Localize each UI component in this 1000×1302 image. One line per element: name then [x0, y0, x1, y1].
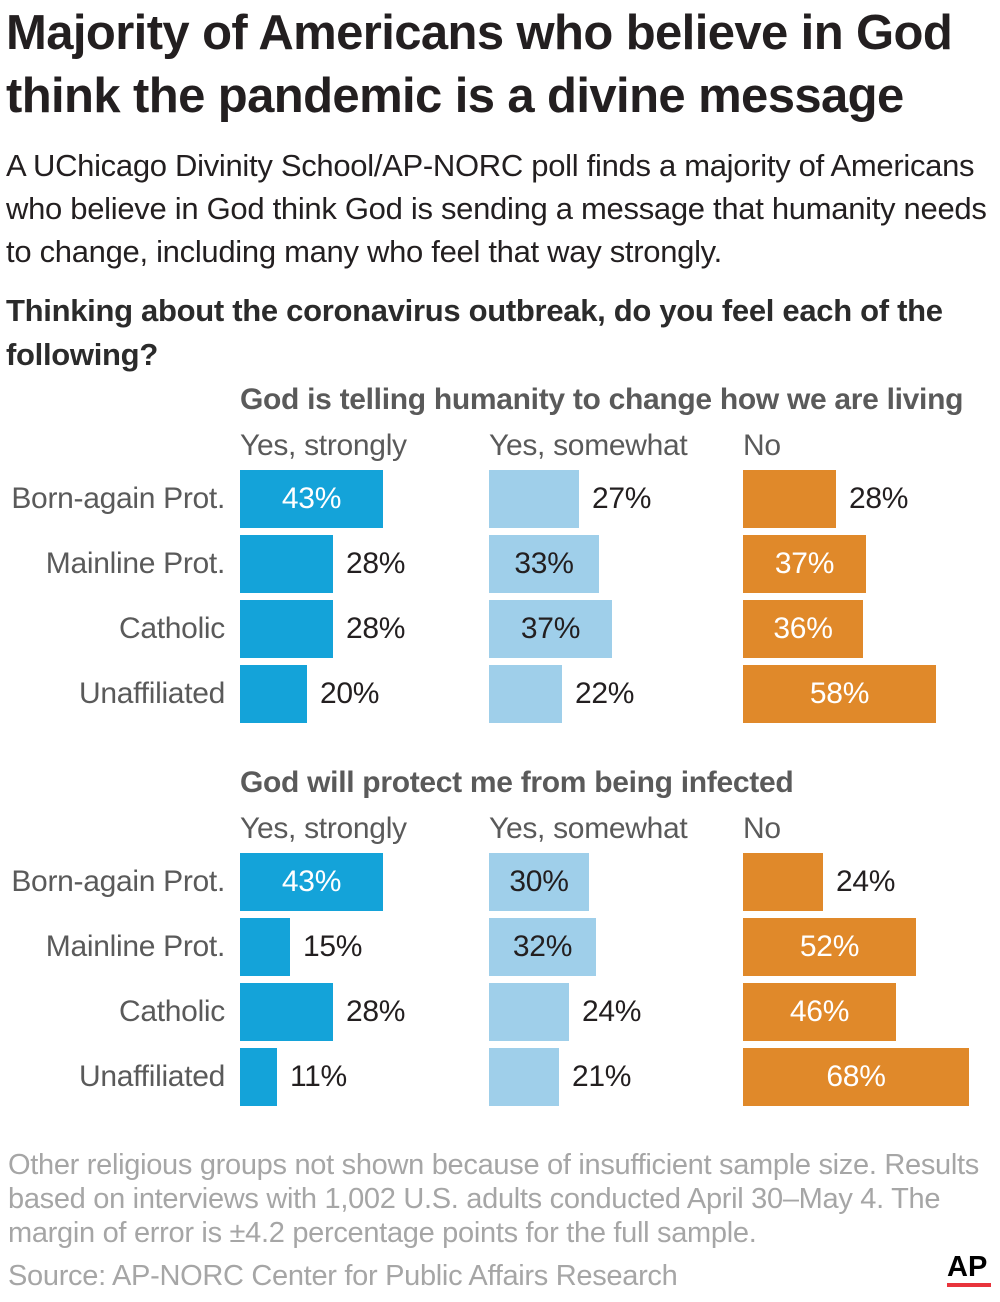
- data-label-no-catholic: 36%: [773, 612, 833, 645]
- data-label-yes-strongly-catholic: 28%: [346, 995, 406, 1028]
- bar-yes-strongly-unaffiliated: [240, 1048, 277, 1106]
- chart-title: Majority of Americans who believe in God…: [6, 6, 953, 123]
- data-label-yes-somewhat-unaffiliated: 22%: [575, 677, 635, 710]
- chart-panel-protect-infected: God will protect me from being infected …: [0, 765, 1000, 1125]
- bar-yes-somewhat-born-again-prot: [489, 470, 579, 528]
- data-label-yes-strongly-unaffiliated: 20%: [320, 677, 380, 710]
- panel-title: God will protect me from being infected: [240, 766, 794, 799]
- data-label-no-mainline-prot: 52%: [799, 930, 860, 963]
- bar-yes-strongly-born-again-prot: [240, 470, 383, 528]
- data-label-yes-somewhat-born-again-prot: 27%: [592, 482, 652, 515]
- column-header-yes-somewhat: Yes, somewhat: [489, 429, 688, 462]
- data-label-yes-strongly-mainline-prot: 15%: [303, 930, 363, 963]
- bar-yes-somewhat-catholic: [489, 600, 612, 658]
- ap-logo-icon: AP: [947, 1251, 991, 1287]
- bar-yes-strongly-mainline-prot: [240, 535, 333, 593]
- bar-no-born-again-prot: [743, 853, 823, 911]
- row-label-born-again-prot: Born-again Prot.: [11, 865, 225, 898]
- row-label-catholic: Catholic: [119, 612, 225, 645]
- data-label-yes-somewhat-mainline-prot: 32%: [512, 930, 573, 963]
- bar-yes-somewhat-born-again-prot: [489, 853, 589, 911]
- data-label-yes-somewhat-born-again-prot: 30%: [509, 865, 569, 898]
- row-label-mainline-prot: Mainline Prot.: [45, 547, 226, 580]
- bar-no-unaffiliated: [743, 1048, 969, 1106]
- data-label-yes-strongly-born-again-prot: 43%: [281, 865, 342, 898]
- bar-yes-somewhat-mainline-prot: [489, 535, 599, 593]
- data-label-no-born-again-prot: 28%: [849, 482, 909, 515]
- bar-no-mainline-prot: [743, 918, 916, 976]
- bar-no-unaffiliated: [743, 665, 936, 723]
- column-header-yes-strongly: Yes, strongly: [240, 429, 407, 462]
- data-label-no-unaffiliated: 68%: [826, 1060, 886, 1093]
- bar-yes-strongly-unaffiliated: [240, 665, 307, 723]
- bar-no-born-again-prot: [743, 470, 836, 528]
- source-line: Source: AP-NORC Center for Public Affair…: [8, 1260, 678, 1292]
- bar-yes-strongly-catholic: [240, 983, 333, 1041]
- bar-yes-somewhat-catholic: [489, 983, 569, 1041]
- bar-yes-strongly-mainline-prot: [240, 918, 290, 976]
- data-label-yes-somewhat-catholic: 24%: [582, 995, 642, 1028]
- data-label-no-born-again-prot: 24%: [836, 865, 896, 898]
- bar-yes-strongly-born-again-prot: [240, 853, 383, 911]
- survey-question: Thinking about the coronavirus outbreak,…: [6, 293, 943, 372]
- data-label-yes-strongly-catholic: 28%: [346, 612, 406, 645]
- chart-subtitle: A UChicago Divinity School/AP-NORC poll …: [6, 148, 987, 269]
- data-label-yes-strongly-unaffiliated: 11%: [290, 1060, 347, 1093]
- column-header-no: No: [743, 812, 781, 845]
- bar-yes-strongly-catholic: [240, 600, 333, 658]
- ap-logo-text: AP: [947, 1251, 987, 1283]
- data-label-yes-strongly-mainline-prot: 28%: [346, 547, 406, 580]
- row-label-mainline-prot: Mainline Prot.: [45, 930, 226, 963]
- column-header-no: No: [743, 429, 781, 462]
- row-label-unaffiliated: Unaffiliated: [79, 677, 225, 710]
- ap-logo-underline: [947, 1283, 991, 1287]
- bar-no-catholic: [743, 600, 863, 658]
- chart-panel-change-living: God is telling humanity to change how we…: [0, 382, 1000, 742]
- data-label-yes-somewhat-unaffiliated: 21%: [572, 1060, 632, 1093]
- column-header-yes-somewhat: Yes, somewhat: [489, 812, 688, 845]
- bar-yes-somewhat-mainline-prot: [489, 918, 596, 976]
- data-label-yes-somewhat-mainline-prot: 33%: [514, 547, 574, 580]
- data-label-no-catholic: 46%: [789, 995, 850, 1028]
- bar-no-mainline-prot: [743, 535, 866, 593]
- bar-yes-somewhat-unaffiliated: [489, 665, 562, 723]
- footnote: Other religious groups not shown because…: [8, 1149, 979, 1249]
- data-label-no-mainline-prot: 37%: [774, 547, 835, 580]
- row-label-born-again-prot: Born-again Prot.: [11, 482, 225, 515]
- column-header-yes-strongly: Yes, strongly: [240, 812, 407, 845]
- row-label-unaffiliated: Unaffiliated: [79, 1060, 225, 1093]
- data-label-yes-strongly-born-again-prot: 43%: [281, 482, 342, 515]
- row-label-catholic: Catholic: [119, 995, 225, 1028]
- bar-no-catholic: [743, 983, 896, 1041]
- data-label-yes-somewhat-catholic: 37%: [520, 612, 581, 645]
- bar-yes-somewhat-unaffiliated: [489, 1048, 559, 1106]
- data-label-no-unaffiliated: 58%: [809, 677, 870, 710]
- panel-title: God is telling humanity to change how we…: [240, 383, 964, 416]
